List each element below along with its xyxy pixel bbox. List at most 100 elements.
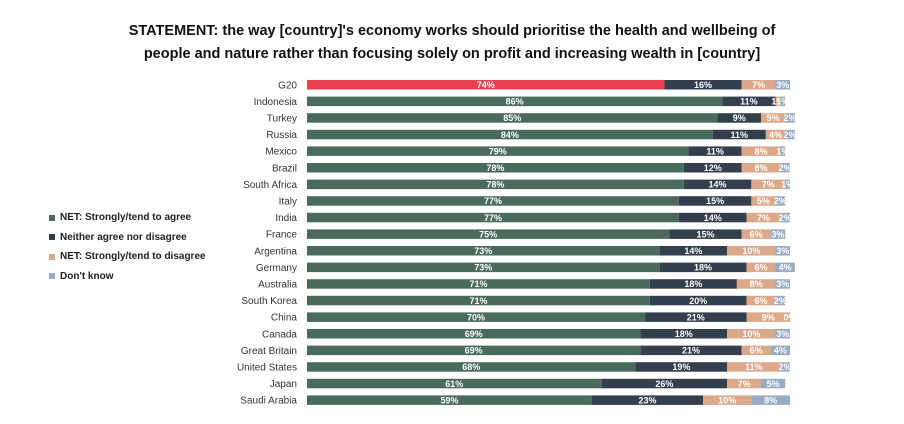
data-label: 77% <box>484 196 502 206</box>
data-label: 77% <box>484 213 502 223</box>
bar-segment-4 <box>780 362 790 372</box>
bar-segment-4 <box>775 279 790 289</box>
data-label: 59% <box>440 395 458 405</box>
data-label: 71% <box>469 279 487 289</box>
data-label: 23% <box>639 395 657 405</box>
bar-segment-3 <box>761 113 786 123</box>
bar-segment-4 <box>775 262 795 273</box>
data-label: 74% <box>477 80 495 90</box>
bar-segment-4 <box>780 96 786 107</box>
data-label: 5% <box>757 196 770 206</box>
data-label: 86% <box>506 97 524 107</box>
bar-segment-2 <box>678 196 752 206</box>
bar-segment-1 <box>307 378 602 389</box>
category-label: Brazil <box>272 163 297 174</box>
category-label: South Africa <box>243 180 297 191</box>
bar-segment-2 <box>591 395 704 405</box>
bar-segment-4 <box>775 80 790 90</box>
category-label: South Korea <box>241 296 297 307</box>
data-label: 3% <box>776 279 789 289</box>
bar-segment-3 <box>741 146 781 156</box>
category-label: Mexico <box>265 147 297 158</box>
bar-segment-3 <box>703 395 752 405</box>
bar-segment-3 <box>746 262 776 273</box>
data-label: 2% <box>779 163 792 173</box>
chart-legend: NET: Strongly/tend to agree Neither agree… <box>49 208 206 286</box>
legend-label: NET: Strongly/tend to agree <box>60 212 192 224</box>
data-label: 69% <box>465 346 483 356</box>
bar-segment-3 <box>727 378 762 389</box>
bar-segment-1 <box>307 196 679 206</box>
data-label: 10% <box>742 329 760 339</box>
category-label: Australia <box>258 279 297 290</box>
data-label: 2% <box>774 296 787 306</box>
data-label: 7% <box>752 80 765 90</box>
bar-segment-2 <box>601 378 728 389</box>
legend-item-1: NET: Strongly/tend to agree <box>49 208 206 228</box>
legend-item-3: NET: Strongly/tend to disagree <box>49 247 206 267</box>
bar-segment-4 <box>780 212 790 223</box>
bar-segment-3 <box>741 229 771 239</box>
data-label: 8% <box>755 163 768 173</box>
data-label: 14% <box>709 180 727 190</box>
data-label: 70% <box>467 312 485 322</box>
bar-segment-3 <box>751 179 786 190</box>
data-label: 18% <box>694 263 712 273</box>
bar-segment-2 <box>683 163 742 173</box>
data-label: 1% <box>776 97 789 107</box>
data-label: 16% <box>694 80 712 90</box>
data-label: 84% <box>501 130 519 140</box>
bar-segment-3 <box>736 279 776 289</box>
bar-segment-2 <box>722 96 776 107</box>
data-label: 10% <box>742 246 760 256</box>
data-label: 2% <box>779 362 792 372</box>
bar-segment-1 <box>307 262 660 273</box>
data-label: 79% <box>489 146 507 156</box>
bar-segment-1 <box>307 312 646 322</box>
data-label: 75% <box>479 229 497 239</box>
bar-segment-4 <box>775 295 786 306</box>
data-label: 5% <box>767 113 780 123</box>
data-label: 12% <box>704 163 722 173</box>
data-label: 85% <box>503 113 521 123</box>
bar-segment-1 <box>307 295 650 306</box>
bar-segment-2 <box>640 329 728 339</box>
legend-label: Don't know <box>60 270 114 282</box>
bar-segment-4 <box>775 329 790 339</box>
bar-segment-4 <box>761 378 786 389</box>
bar-segment-3 <box>727 246 776 256</box>
bar-segment-3 <box>741 163 781 173</box>
data-label: 68% <box>462 362 480 372</box>
bar-segment-1 <box>307 96 723 107</box>
data-label: 18% <box>675 329 693 339</box>
bar-segment-3 <box>727 329 776 339</box>
data-label: 3% <box>771 229 784 239</box>
data-label: 8% <box>750 279 763 289</box>
category-label: Germany <box>256 263 297 274</box>
data-label: 2% <box>774 196 787 206</box>
data-label: 8% <box>755 146 768 156</box>
legend-label: Neither agree nor disagree <box>60 231 187 243</box>
bar-segment-4 <box>780 146 786 156</box>
bar-segment-4 <box>780 163 790 173</box>
data-label: 0% <box>783 312 796 322</box>
data-label: 15% <box>706 196 724 206</box>
bar-segment-2 <box>659 246 728 256</box>
data-label: 73% <box>474 263 492 273</box>
data-label: 3% <box>776 329 789 339</box>
data-label: 1% <box>776 146 789 156</box>
bar-segment-2 <box>649 295 747 306</box>
data-label: 78% <box>486 180 504 190</box>
data-label: 21% <box>687 312 705 322</box>
data-label: 3% <box>776 246 789 256</box>
bar-segment-4 <box>770 229 786 239</box>
chart-title: STATEMENT: the way [country]'s economy w… <box>60 20 844 66</box>
legend-label: NET: Strongly/tend to disagree <box>60 251 206 263</box>
legend-item-4: Don't know <box>49 267 206 287</box>
data-label: 4% <box>769 130 782 140</box>
category-label: France <box>266 230 298 241</box>
data-label: 61% <box>445 379 463 389</box>
data-label: 5% <box>767 379 780 389</box>
bar-segment-1 <box>307 229 670 239</box>
